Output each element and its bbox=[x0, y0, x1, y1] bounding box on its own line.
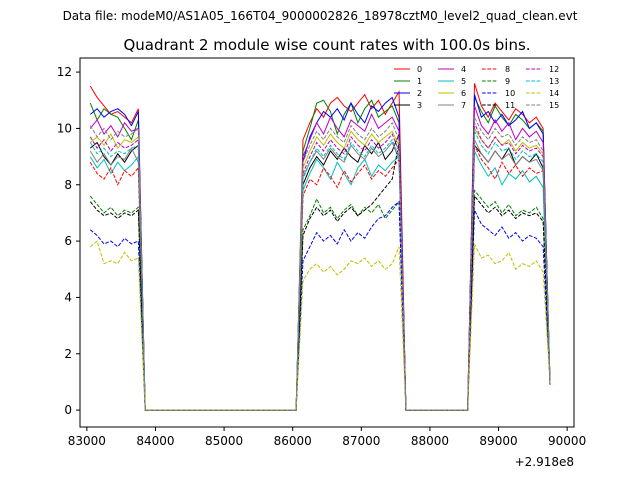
x-tick-label: 87000 bbox=[342, 434, 380, 448]
legend-label-6: 6 bbox=[461, 89, 466, 98]
series-line-15 bbox=[89, 116, 551, 411]
legend-label-4: 4 bbox=[461, 65, 466, 74]
x-tick-label: 83000 bbox=[68, 434, 106, 448]
legend-label-11: 11 bbox=[505, 101, 515, 110]
legend-label-9: 9 bbox=[505, 77, 510, 86]
legend-label-12: 12 bbox=[549, 65, 559, 74]
chart-title: Quadrant 2 module wise count rates with … bbox=[123, 36, 530, 54]
legend-label-10: 10 bbox=[505, 89, 515, 98]
x-tick-label: 89000 bbox=[479, 434, 517, 448]
suptitle: Data file: modeM0/AS1A05_166T04_90000028… bbox=[63, 9, 578, 23]
legend-label-5: 5 bbox=[461, 77, 466, 86]
x-tick-label: 85000 bbox=[205, 434, 243, 448]
legend-label-2: 2 bbox=[417, 89, 422, 98]
legend-label-8: 8 bbox=[505, 65, 510, 74]
x-tick-label: 90000 bbox=[548, 434, 586, 448]
legend-label-3: 3 bbox=[417, 101, 422, 110]
x-tick-label: 88000 bbox=[411, 434, 449, 448]
legend-label-1: 1 bbox=[417, 77, 422, 86]
y-tick-label: 6 bbox=[64, 234, 72, 248]
y-tick-label: 10 bbox=[57, 121, 72, 135]
plot-area: 83000 84000 85000 86000 87000 88000 89000 90000… bbox=[57, 57, 586, 469]
x-axis: 83000 84000 85000 86000 87000 88000 89000 90000 bbox=[68, 427, 586, 448]
legend-label-15: 15 bbox=[549, 101, 559, 110]
y-tick-label: 2 bbox=[64, 347, 72, 361]
series-line-10 bbox=[89, 200, 551, 411]
legend-label-7: 7 bbox=[461, 101, 466, 110]
x-tick-label: 84000 bbox=[136, 434, 174, 448]
y-axis: 0 2 4 6 8 10 12 bbox=[57, 65, 80, 417]
y-tick-label: 4 bbox=[64, 290, 72, 304]
y-tick-label: 0 bbox=[64, 403, 72, 417]
x-offset-label: +2.918e8 bbox=[515, 455, 574, 469]
y-tick-label: 8 bbox=[64, 178, 72, 192]
x-tick-label: 86000 bbox=[274, 434, 312, 448]
series-line-9 bbox=[89, 189, 551, 411]
axes-frame bbox=[79, 57, 575, 428]
y-tick-label: 12 bbox=[57, 65, 72, 79]
legend-label-13: 13 bbox=[549, 77, 559, 86]
legend-label-0: 0 bbox=[417, 65, 422, 74]
series-layer bbox=[89, 83, 551, 411]
legend-label-14: 14 bbox=[549, 89, 559, 98]
